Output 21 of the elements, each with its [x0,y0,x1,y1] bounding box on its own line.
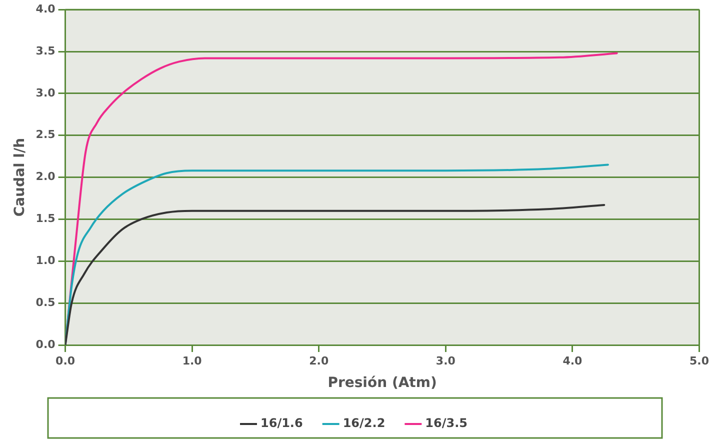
y-tick-label: 3.5 [36,44,56,58]
y-tick-label: 1.0 [36,254,56,268]
y-tick-label: 3.0 [36,86,56,100]
y-tick-label: 4.0 [36,2,56,16]
legend-label: 16/1.6 [260,416,303,430]
line-series [65,204,606,345]
y-axis-title: Caudal l/h [12,138,28,217]
y-tick-label: 0.0 [36,338,56,351]
legend-label: 16/3.5 [425,416,468,430]
x-tick-label: 2.0 [309,354,329,368]
x-axis-title: Presión (Atm) [328,375,437,392]
x-tick-label: 3.0 [436,354,456,368]
x-tick-label: 4.0 [562,354,583,368]
y-tick-label: 0.5 [36,296,56,309]
x-tick-label: 5.0 [690,354,710,368]
y-tick-label: 2.0 [36,170,56,184]
y-tick-label: 1.5 [36,212,56,226]
legend-label: 16/2.2 [342,416,386,430]
x-tick-label: 0.0 [56,354,76,368]
y-tick-label: 2.5 [36,128,56,142]
x-tick-label: 1.0 [182,354,202,368]
